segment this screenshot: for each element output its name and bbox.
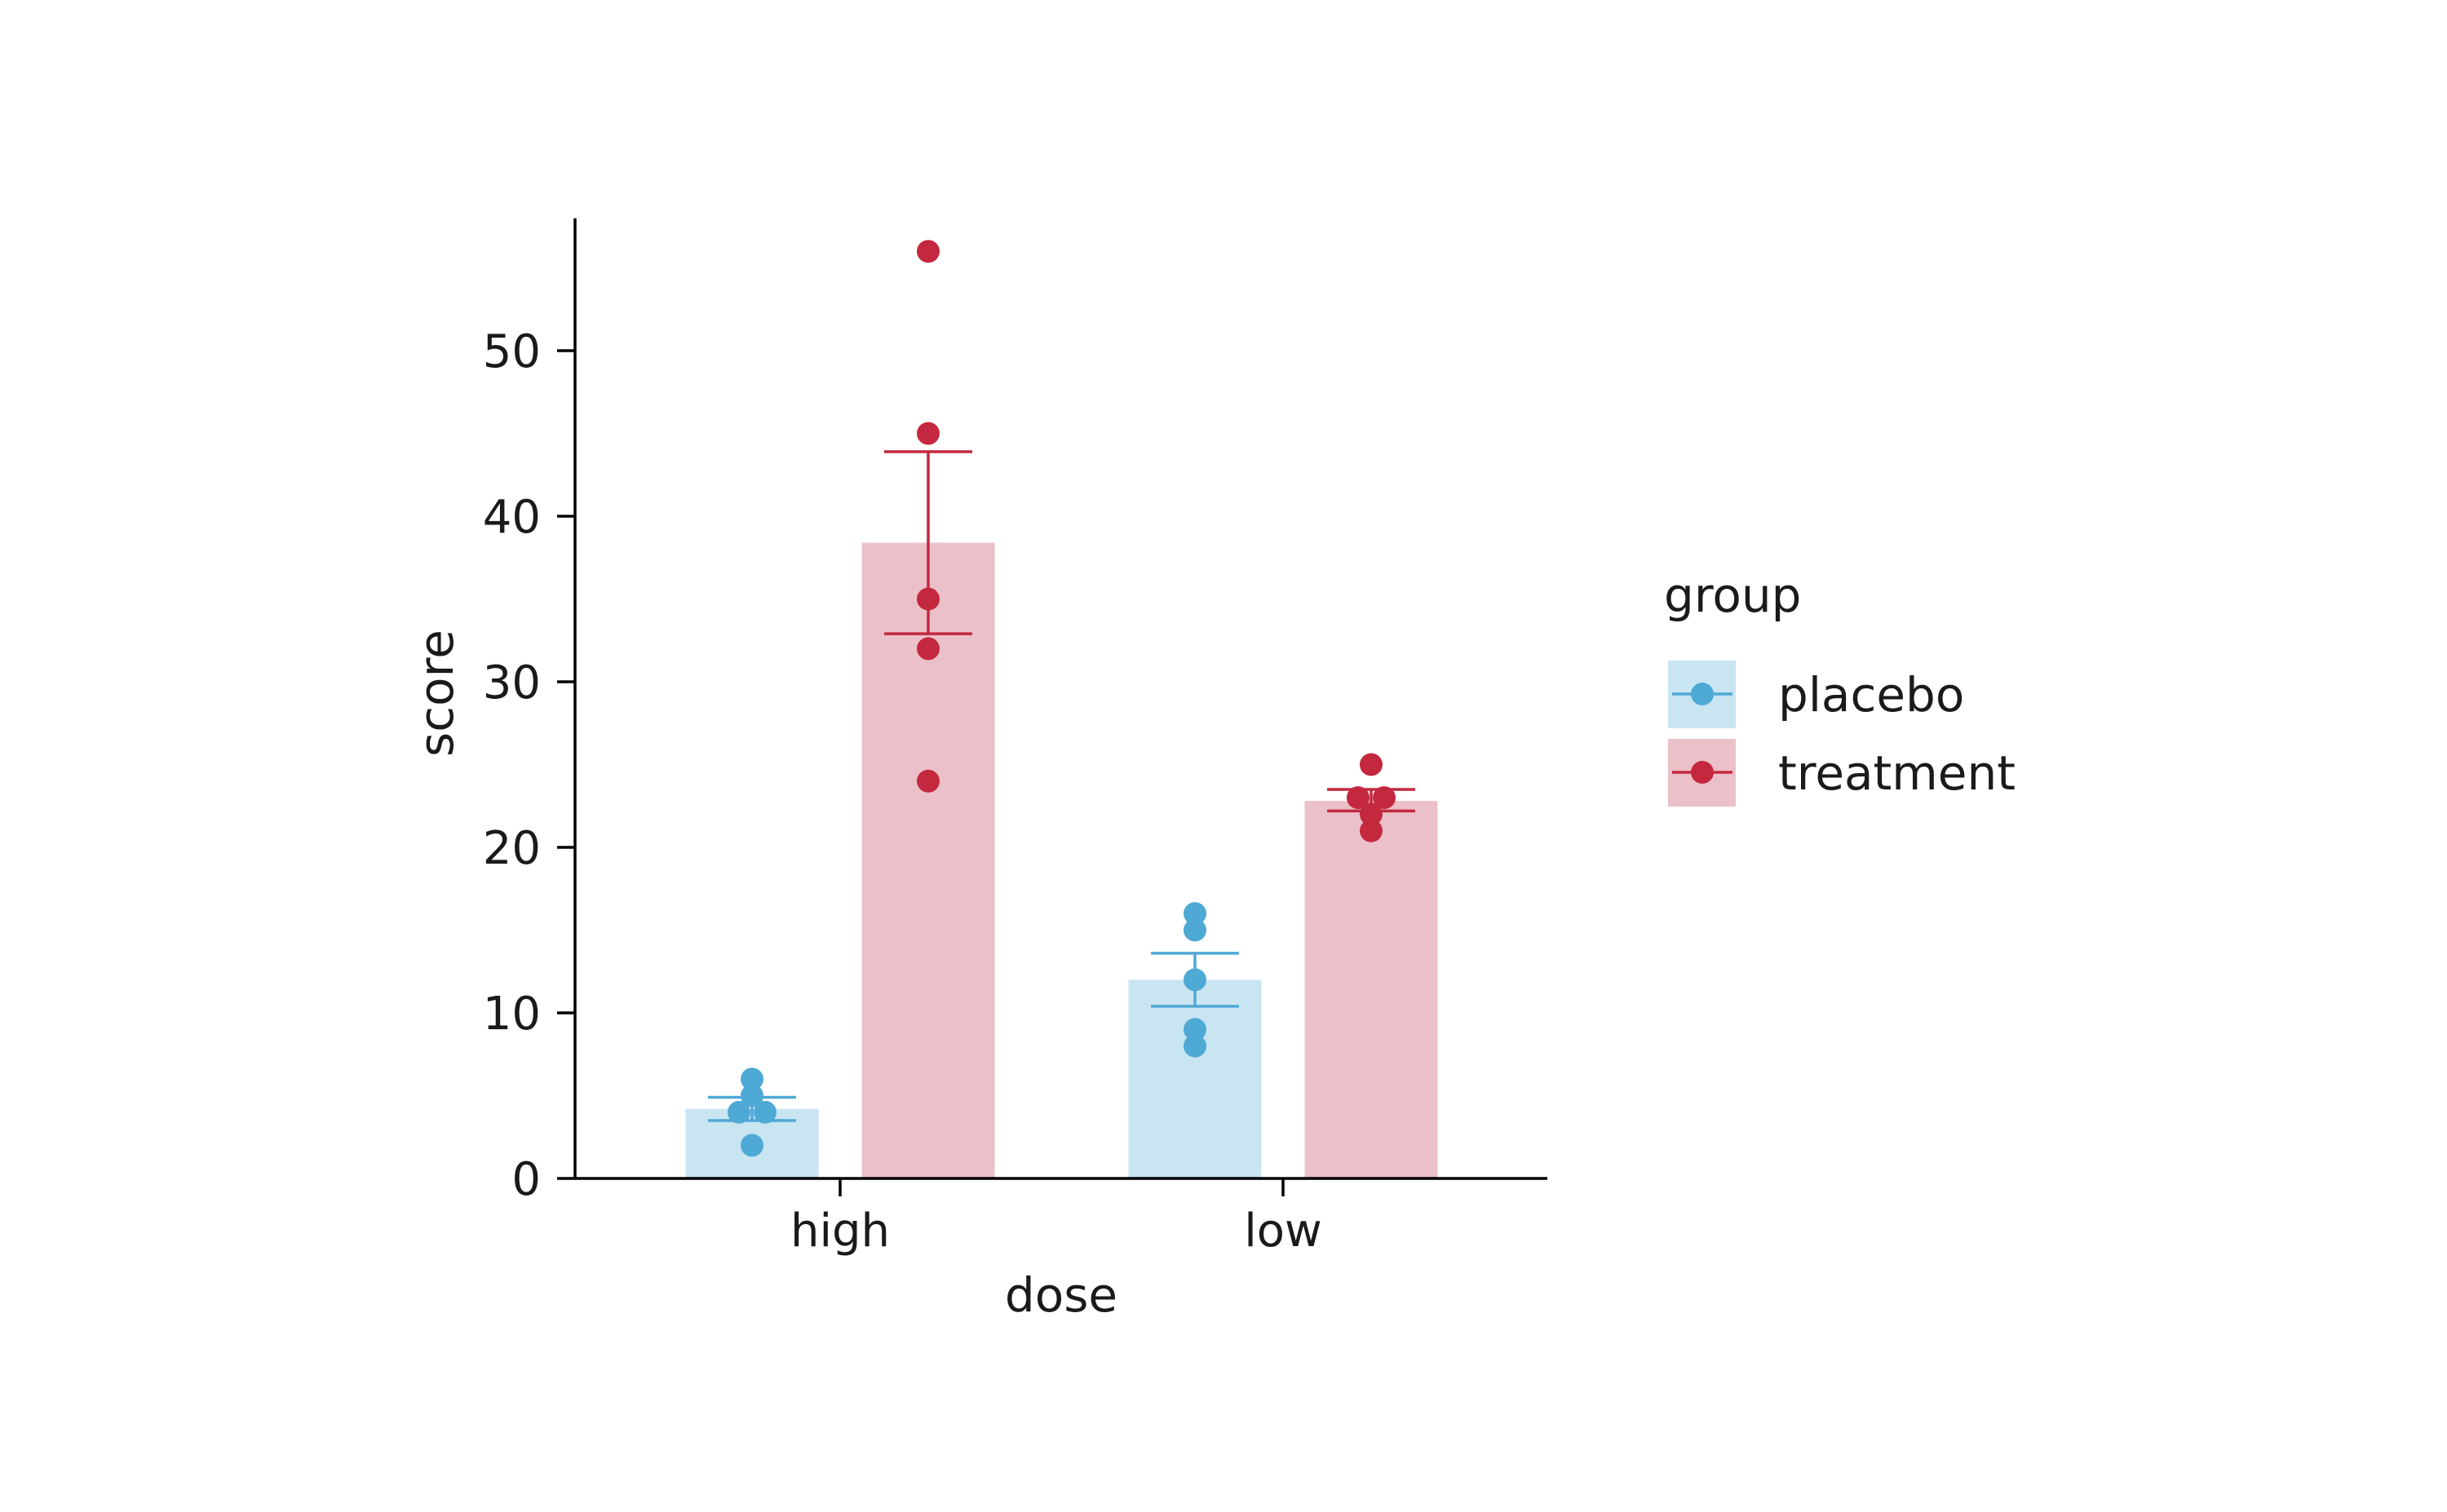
points-layer — [728, 240, 1396, 1157]
x-axis-title: dose — [1005, 1267, 1117, 1323]
legend-title: group — [1664, 568, 1801, 623]
data-point — [741, 1084, 763, 1107]
y-tick-label: 0 — [511, 1153, 541, 1206]
legend: group placebo treatment — [1664, 568, 2016, 807]
data-point — [1360, 819, 1383, 842]
bar — [1128, 979, 1262, 1178]
data-point — [917, 637, 940, 661]
data-point — [741, 1134, 763, 1157]
x-ticks: high low — [790, 1178, 1322, 1258]
data-point — [1373, 786, 1396, 810]
y-tick-label: 10 — [483, 988, 541, 1041]
data-point — [741, 1068, 763, 1091]
legend-item-treatment: treatment — [1668, 739, 2016, 807]
data-point — [917, 422, 940, 445]
legend-items: placebo treatment — [1668, 661, 2016, 807]
x-tick-label: high — [790, 1205, 890, 1258]
x-tick-label: low — [1244, 1205, 1322, 1258]
legend-label: placebo — [1778, 667, 1964, 723]
y-tick-label: 40 — [483, 491, 541, 544]
legend-marker — [1691, 761, 1714, 784]
legend-marker — [1691, 683, 1714, 705]
data-point — [1360, 753, 1383, 776]
legend-item-placebo: placebo — [1668, 661, 1964, 728]
data-point — [754, 1100, 777, 1124]
y-tick-label: 50 — [483, 325, 541, 378]
y-ticks: 0 10 20 30 40 50 — [483, 325, 575, 1206]
bars-layer — [685, 542, 1438, 1178]
data-point — [1184, 902, 1206, 926]
bar — [1304, 801, 1438, 1178]
data-point — [1184, 1034, 1206, 1058]
data-point — [917, 587, 940, 611]
legend-label: treatment — [1778, 745, 2016, 801]
y-tick-label: 20 — [483, 822, 541, 875]
data-point — [1347, 786, 1370, 810]
data-point — [917, 769, 940, 793]
data-point — [728, 1100, 750, 1124]
data-point — [917, 240, 940, 263]
data-point — [1184, 968, 1206, 992]
y-tick-label: 30 — [483, 657, 541, 710]
data-point — [1184, 1018, 1206, 1041]
y-axis-title: score — [409, 630, 464, 757]
data-point — [1360, 802, 1383, 826]
data-point — [1184, 918, 1206, 942]
